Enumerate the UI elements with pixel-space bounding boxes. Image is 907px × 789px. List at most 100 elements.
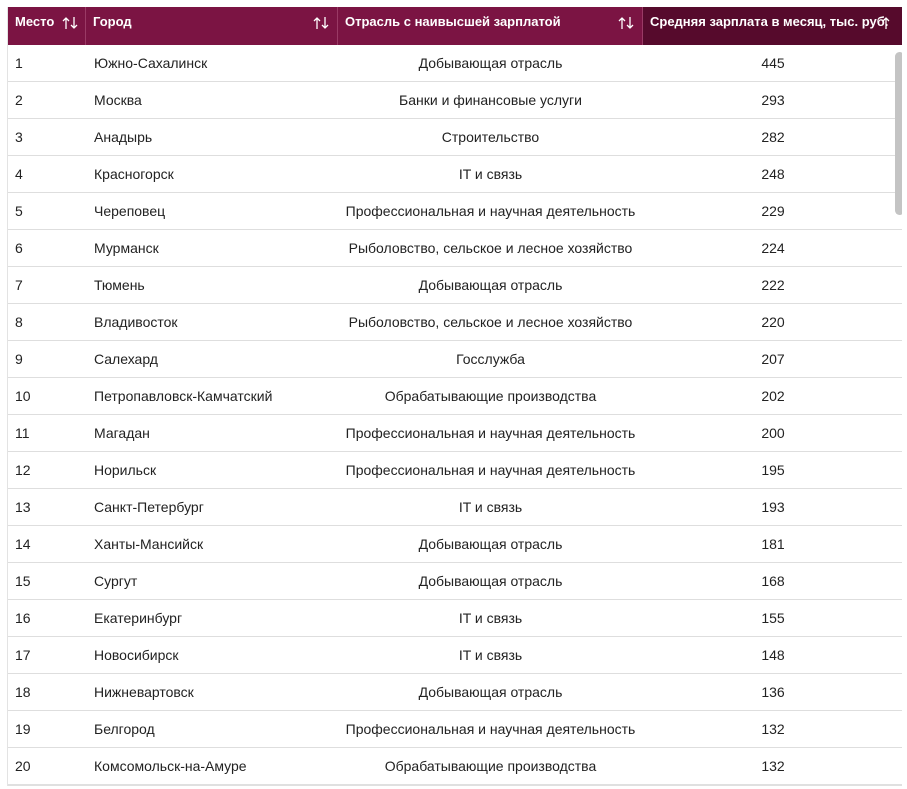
- header-label: Средняя зарплата в месяц, тыс. руб.: [650, 14, 889, 29]
- table-cell: 224: [761, 240, 785, 256]
- table-cell: 282: [761, 129, 785, 145]
- table-cell: Добывающая отрасль: [418, 573, 563, 589]
- table-cell: 1: [15, 55, 23, 71]
- table-row: 18 Нижневартовск Добывающая отрасль 136: [8, 674, 902, 711]
- table-row: 20 Комсомольск-на-Амуре Обрабатывающие про…: [8, 748, 902, 785]
- table-cell: Череповец: [94, 203, 166, 219]
- table-cell: Норильск: [94, 462, 157, 478]
- table-cell: 16: [15, 610, 31, 626]
- table-cell: 7: [15, 277, 23, 293]
- table-cell: Владивосток: [94, 314, 178, 330]
- table-cell: IT и связь: [458, 166, 523, 182]
- table-cell: 12: [15, 462, 31, 478]
- table-cell: 132: [761, 721, 785, 737]
- table-cell: IT и связь: [458, 647, 523, 663]
- table-cell: 4: [15, 166, 23, 182]
- column-header[interactable]: Отрасль с наивысшей зарплатой: [338, 7, 643, 45]
- table-row: 1 Южно-Сахалинск Добывающая отрасль 445: [8, 45, 902, 82]
- table-cell: 6: [15, 240, 23, 256]
- table-cell: Профессиональная и научная деятельность: [345, 721, 636, 737]
- sort-icon: [618, 17, 634, 29]
- table-row: 14 Ханты-Мансийск Добывающая отрасль 181: [8, 526, 902, 563]
- table-cell: 14: [15, 536, 31, 552]
- table-cell: 202: [761, 388, 785, 404]
- table-row: 11 Магадан Профессиональная и научная деят…: [8, 415, 902, 452]
- table-cell: 207: [761, 351, 785, 367]
- header-label: Отрасль с наивысшей зарплатой: [345, 14, 561, 29]
- table-cell: Москва: [94, 92, 142, 108]
- table-cell: Обрабатывающие производства: [384, 758, 597, 774]
- table-cell: 229: [761, 203, 785, 219]
- table-row: 13 Санкт-Петербург IT и связь 193: [8, 489, 902, 526]
- table-cell: Добывающая отрасль: [418, 536, 563, 552]
- table-cell: 168: [761, 573, 785, 589]
- table-cell: 19: [15, 721, 31, 737]
- table-cell: Санкт-Петербург: [94, 499, 204, 515]
- table-cell: Обрабатывающие производства: [384, 388, 597, 404]
- table-cell: IT и связь: [458, 610, 523, 626]
- table-cell: 195: [761, 462, 785, 478]
- table-cell: 148: [761, 647, 785, 663]
- table-row: 17 Новосибирск IT и связь 148: [8, 637, 902, 674]
- table-cell: 11: [15, 425, 30, 441]
- table-row: 12 Норильск Профессиональная и научная дея…: [8, 452, 902, 489]
- salary-table: Место Город Отрасль с наивысшей зарплато…: [7, 7, 902, 786]
- table-cell: Нижневартовск: [94, 684, 194, 700]
- table-cell: Южно-Сахалинск: [94, 55, 208, 71]
- table-cell: 20: [15, 758, 31, 774]
- table-cell: Белгород: [94, 721, 155, 737]
- table-row: 19 Белгород Профессиональная и научная дея…: [8, 711, 902, 748]
- header-row: Место Город Отрасль с наивысшей зарплато…: [8, 7, 902, 45]
- table-cell: 9: [15, 351, 23, 367]
- table-cell: 193: [761, 499, 785, 515]
- table-cell: Строительство: [441, 129, 540, 145]
- table-cell: 200: [761, 425, 785, 441]
- table-row: 7 Тюмень Добывающая отрасль 222: [8, 267, 902, 304]
- table-row: 5 Череповец Профессиональная и научная дея…: [8, 193, 902, 230]
- table-cell: 136: [761, 684, 785, 700]
- table-row: 4 Красногорск IT и связь 248: [8, 156, 902, 193]
- table-cell: 293: [761, 92, 785, 108]
- table-cell: IT и связь: [458, 499, 523, 515]
- table-cell: 3: [15, 129, 23, 145]
- table-cell: 15: [15, 573, 31, 589]
- table-cell: Екатеринбург: [94, 610, 183, 626]
- table-cell: 8: [15, 314, 23, 330]
- table-cell: Добывающая отрасль: [418, 684, 563, 700]
- table-cell: Добывающая отрасль: [418, 277, 563, 293]
- table-cell: Рыболовство, сельское и лесное хозяйство: [348, 240, 633, 256]
- table-cell: Новосибирск: [94, 647, 179, 663]
- table-cell: 18: [15, 684, 31, 700]
- sort-icon: [882, 17, 890, 29]
- column-header[interactable]: Город: [86, 7, 338, 45]
- scrollbar-thumb[interactable]: [895, 52, 902, 215]
- table-cell: 248: [761, 166, 785, 182]
- table-cell: 181: [761, 536, 785, 552]
- column-header[interactable]: Средняя зарплата в месяц, тыс. руб.: [643, 7, 902, 45]
- table-cell: 222: [761, 277, 785, 293]
- header-label: Город: [93, 14, 132, 29]
- table-cell: 17: [15, 647, 31, 663]
- table-cell: Профессиональная и научная деятельность: [345, 462, 636, 478]
- table-cell: 10: [15, 388, 31, 404]
- table-row: 9 Салехард Госслужба 207: [8, 341, 902, 378]
- table-cell: 13: [15, 499, 31, 515]
- table-cell: Добывающая отрасль: [418, 55, 563, 71]
- table-cell: Рыболовство, сельское и лесное хозяйство: [348, 314, 633, 330]
- table-cell: Профессиональная и научная деятельность: [345, 203, 636, 219]
- table-cell: Банки и финансовые услуги: [399, 92, 582, 108]
- column-header[interactable]: Место: [8, 7, 86, 45]
- table-cell: Ханты-Мансийск: [94, 536, 204, 552]
- table-cell: 132: [761, 758, 785, 774]
- table-row: 16 Екатеринбург IT и связь 155: [8, 600, 902, 637]
- sort-icon: [62, 17, 78, 29]
- table-cell: Профессиональная и научная деятельность: [345, 425, 636, 441]
- table-cell: Красногорск: [94, 166, 174, 182]
- table-cell: Комсомольск-на-Амуре: [94, 758, 247, 774]
- table-cell: Мурманск: [94, 240, 159, 256]
- table-cell: 5: [15, 203, 23, 219]
- table-cell: Салехард: [94, 351, 158, 367]
- table-cell: 445: [761, 55, 785, 71]
- table-row: 6 Мурманск Рыболовство, сельское и лесное …: [8, 230, 902, 267]
- table-row: 8 Владивосток Рыболовство, сельское и лесн…: [8, 304, 902, 341]
